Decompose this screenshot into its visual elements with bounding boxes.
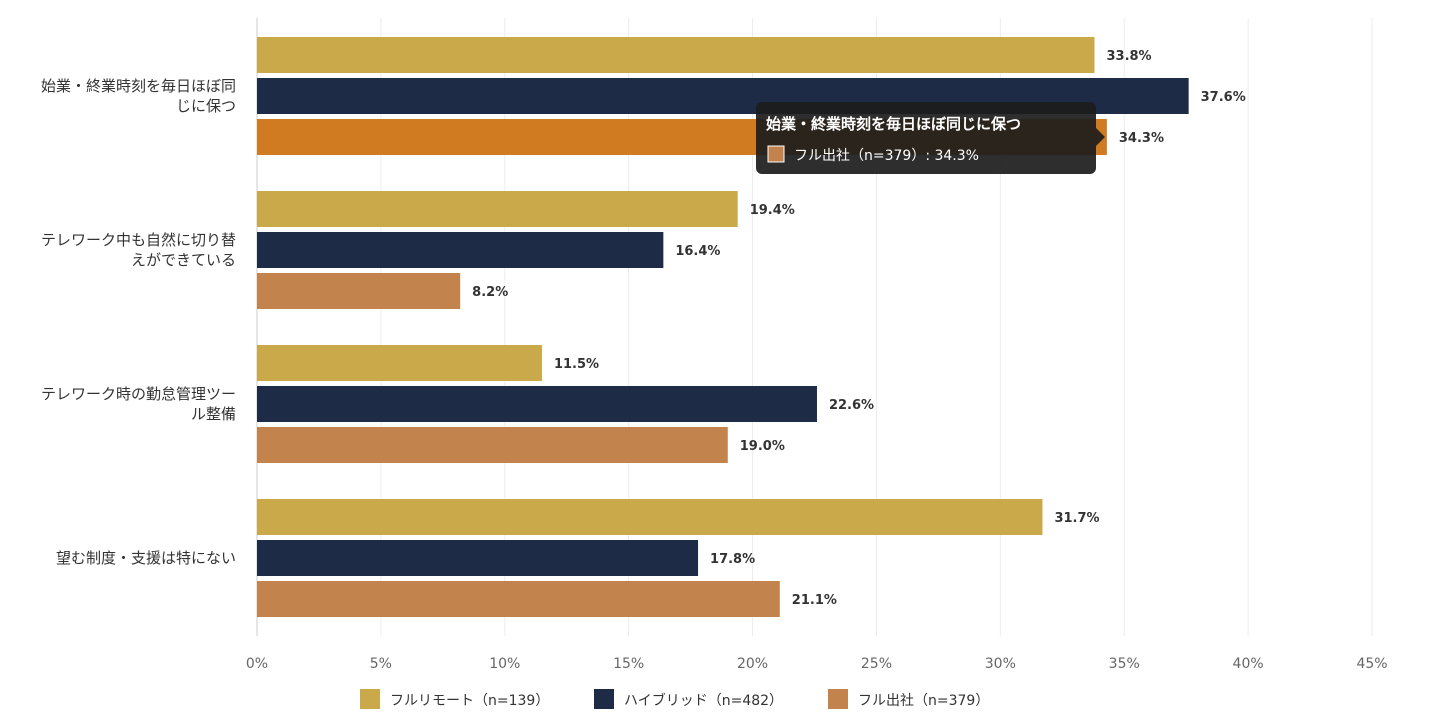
x-tick-label: 10% xyxy=(489,656,520,672)
data-labels: 33.8% 19.4% 11.5% 31.7% 37.6% 16.4% 22.6% 17.8%… xyxy=(472,49,1246,608)
bars xyxy=(257,37,1189,617)
tooltip-title: 始業・終業時刻を毎日ほぼ同じに保つ xyxy=(766,115,1021,133)
category-label: テレワーク中も自然に切り替 xyxy=(41,231,236,249)
bar[interactable] xyxy=(257,37,1095,73)
data-label: 19.4% xyxy=(750,203,795,218)
data-label: 31.7% xyxy=(1054,511,1099,526)
category-label: えができている xyxy=(131,251,236,269)
data-label: 19.0% xyxy=(740,439,785,454)
data-label: 17.8% xyxy=(710,552,755,567)
bar[interactable] xyxy=(257,232,664,268)
x-tick-label: 20% xyxy=(737,656,768,672)
bar[interactable] xyxy=(257,540,699,576)
tooltip-box xyxy=(756,102,1096,174)
x-tick-label: 40% xyxy=(1233,656,1264,672)
data-label: 37.6% xyxy=(1201,90,1246,105)
category-labels: 始業・終業時刻を毎日ほぼ同じに保つテレワーク中も自然に切り替えができているテレワ… xyxy=(41,77,236,567)
x-tick-label: 35% xyxy=(1109,656,1140,672)
data-label: 21.1% xyxy=(792,593,837,608)
tooltip-pointer xyxy=(1096,128,1105,146)
category-label: 望む制度・支援は特にない xyxy=(56,549,236,567)
legend-label[interactable]: ハイブリッド（n=482） xyxy=(624,692,783,709)
legend: フルリモート（n=139） ハイブリッド（n=482） フル出社（n=379） xyxy=(360,689,989,709)
legend-swatch[interactable] xyxy=(360,689,380,709)
legend-label[interactable]: フル出社（n=379） xyxy=(858,693,989,709)
bar[interactable] xyxy=(257,386,817,422)
data-label: 16.4% xyxy=(675,244,720,259)
legend-swatch[interactable] xyxy=(828,689,848,709)
data-label: 34.3% xyxy=(1119,131,1164,146)
category-label: ル整備 xyxy=(191,405,236,423)
category-label: テレワーク時の勤怠管理ツー xyxy=(41,385,236,403)
bar[interactable] xyxy=(257,345,542,381)
tooltip-body: フル出社（n=379）: 34.3% xyxy=(794,148,979,164)
bar[interactable] xyxy=(257,273,461,309)
data-label: 22.6% xyxy=(829,398,874,413)
data-label: 33.8% xyxy=(1106,49,1151,64)
x-axis: 0% 5% 10% 15% 20% 25% 30% 35% 40% 45% xyxy=(246,656,1388,672)
bar[interactable] xyxy=(257,427,728,463)
bar[interactable] xyxy=(257,499,1043,535)
category-label: じに保つ xyxy=(176,97,236,115)
x-tick-label: 0% xyxy=(246,656,268,672)
category-label: 始業・終業時刻を毎日ほぼ同 xyxy=(41,77,236,95)
x-tick-label: 5% xyxy=(370,656,392,672)
legend-label[interactable]: フルリモート（n=139） xyxy=(390,693,549,709)
bar[interactable] xyxy=(257,581,780,617)
tooltip-swatch xyxy=(767,145,785,163)
bar[interactable] xyxy=(257,191,738,227)
data-label: 11.5% xyxy=(554,357,599,372)
x-tick-label: 15% xyxy=(613,656,644,672)
x-tick-label: 25% xyxy=(861,656,892,672)
data-label: 8.2% xyxy=(472,285,508,300)
x-tick-label: 45% xyxy=(1356,656,1387,672)
x-tick-label: 30% xyxy=(985,656,1016,672)
legend-swatch[interactable] xyxy=(594,689,614,709)
